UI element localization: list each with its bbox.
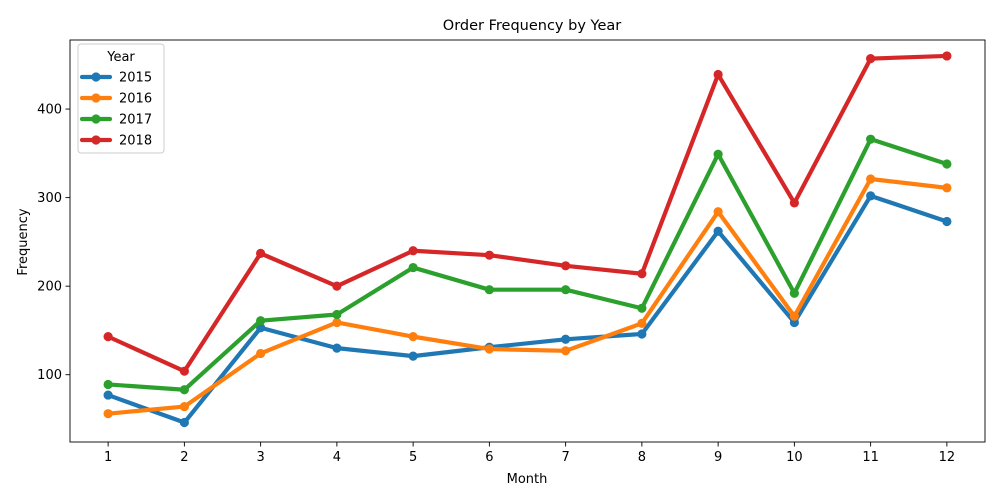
data-point-2016-11	[866, 174, 876, 184]
data-point-2018-2	[179, 366, 189, 376]
data-point-2017-1	[103, 379, 113, 390]
data-point-2017-11	[866, 134, 876, 144]
legend-marker-2018	[91, 135, 101, 145]
data-point-2016-7	[561, 346, 571, 356]
x-tick-label-2: 2	[180, 450, 188, 465]
data-point-2016-4	[332, 317, 342, 328]
x-tick-label-3: 3	[256, 450, 264, 465]
data-point-2018-8	[637, 269, 647, 279]
legend-marker-2017	[91, 114, 101, 124]
data-point-2018-4	[332, 281, 342, 291]
data-point-2017-4	[332, 309, 342, 320]
x-tick-label-10: 10	[786, 450, 803, 465]
data-point-2017-12	[942, 159, 952, 169]
data-point-2018-6	[484, 250, 494, 260]
data-point-2015-8	[637, 329, 647, 339]
legend-box	[77, 43, 165, 154]
data-point-2017-5	[408, 262, 418, 273]
series-line-2018	[106, 53, 949, 374]
data-point-2018-9	[713, 69, 723, 80]
data-point-2017-8	[637, 303, 647, 313]
data-point-2018-11	[866, 53, 876, 64]
x-tick-label-7: 7	[561, 450, 569, 465]
data-point-2018-1	[103, 332, 113, 342]
legend-label-2018: 2018	[119, 134, 152, 149]
series-line-2015	[106, 193, 949, 425]
x-tick-label-4: 4	[333, 450, 341, 465]
data-point-2015-9	[713, 226, 723, 236]
data-point-2018-12	[942, 51, 952, 61]
data-point-2017-10	[789, 288, 799, 298]
legend-marker-2016	[91, 93, 101, 103]
legend-title: Year	[106, 50, 135, 65]
data-point-2016-3	[256, 348, 266, 359]
data-point-2016-10	[789, 311, 799, 321]
legend-label-2015: 2015	[119, 71, 152, 86]
legend-label-2016: 2016	[119, 92, 152, 107]
data-point-2016-1	[103, 409, 113, 419]
data-point-2018-10	[789, 198, 799, 208]
data-point-2018-7	[561, 261, 571, 271]
axes-frame	[69, 39, 986, 443]
data-point-2015-4	[332, 343, 342, 353]
x-tick-label-5: 5	[409, 450, 417, 465]
data-point-2018-3	[256, 248, 266, 258]
data-point-2017-6	[484, 285, 494, 295]
data-point-2016-6	[484, 344, 494, 354]
chart-title: Order Frequency by Year	[443, 18, 621, 34]
data-point-2015-11	[866, 191, 876, 201]
data-point-2018-5	[408, 246, 418, 256]
data-point-2017-7	[561, 285, 571, 295]
x-axis-title: Month	[507, 472, 548, 487]
y-tick-label-100: 100	[37, 368, 62, 383]
data-point-2015-7	[561, 334, 571, 344]
y-tick-label-400: 400	[37, 103, 62, 118]
y-axis-title: Frequency	[16, 208, 31, 275]
series-line-2016	[106, 176, 949, 416]
x-tick-label-6: 6	[485, 450, 493, 465]
legend-label-2017: 2017	[119, 113, 152, 128]
x-tick-label-11: 11	[862, 450, 879, 465]
x-tick-label-8: 8	[638, 450, 646, 465]
y-tick-label-300: 300	[37, 191, 62, 206]
data-point-2017-9	[713, 149, 723, 159]
data-point-2017-3	[256, 316, 266, 326]
y-tick-label-200: 200	[37, 280, 62, 295]
legend-marker-2015	[91, 72, 101, 82]
data-point-2016-8	[637, 318, 647, 328]
data-point-2015-2	[179, 417, 189, 428]
legend: Year 2015 2016 2017 2018	[77, 43, 165, 154]
data-point-2015-5	[408, 351, 418, 361]
data-point-2017-2	[179, 385, 189, 395]
data-point-2015-12	[942, 216, 952, 227]
x-tick-label-12: 12	[939, 450, 956, 465]
x-tick-label-1: 1	[104, 450, 112, 465]
data-point-2016-5	[408, 332, 418, 342]
series-line-2017	[106, 137, 949, 392]
data-point-2016-9	[713, 207, 723, 217]
data-point-2015-1	[103, 390, 113, 400]
data-point-2016-2	[179, 401, 189, 412]
data-point-2016-12	[942, 183, 952, 193]
x-tick-label-9: 9	[714, 450, 722, 465]
